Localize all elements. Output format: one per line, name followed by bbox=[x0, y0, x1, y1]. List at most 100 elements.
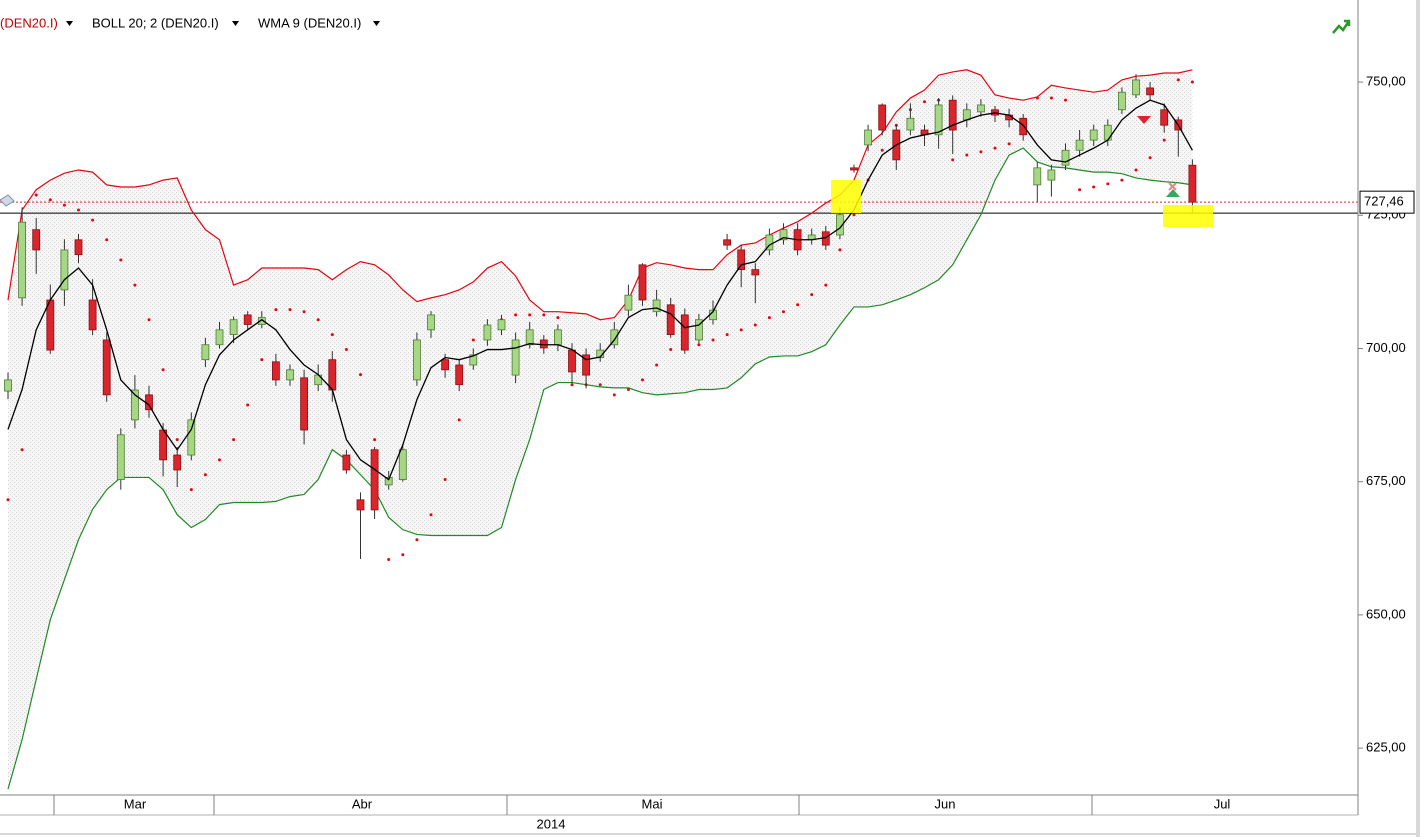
sar-dot bbox=[119, 258, 123, 262]
buy-signal bbox=[1166, 189, 1180, 197]
highlight-box bbox=[1163, 205, 1213, 227]
candle-body bbox=[187, 419, 196, 456]
candle-body bbox=[102, 339, 111, 396]
candle-body bbox=[554, 329, 562, 346]
wma-line bbox=[7, 99, 1193, 481]
sar-dot bbox=[6, 498, 10, 502]
sar-dot bbox=[457, 418, 461, 422]
sar-dot bbox=[782, 310, 785, 314]
candle-body bbox=[610, 329, 619, 346]
candle-body bbox=[356, 499, 365, 511]
sar-dot bbox=[1064, 98, 1067, 102]
sar-dot bbox=[810, 293, 814, 297]
sar-dot bbox=[1035, 96, 1039, 100]
x-tick-label: Jun bbox=[935, 796, 956, 811]
candle-body bbox=[864, 129, 872, 146]
candle-body bbox=[286, 369, 294, 381]
sar-dot bbox=[528, 313, 532, 317]
sar-dot bbox=[824, 283, 828, 287]
candle-body bbox=[511, 339, 520, 376]
sar-dot bbox=[415, 538, 419, 542]
sar-dot bbox=[753, 323, 757, 327]
sar-dot bbox=[77, 208, 80, 212]
sar-dot bbox=[1106, 182, 1110, 186]
candle-body bbox=[130, 389, 139, 421]
candle-body bbox=[624, 294, 633, 311]
sar-dot bbox=[34, 193, 38, 197]
sar-dot bbox=[246, 403, 250, 407]
candle-body bbox=[850, 167, 858, 171]
sar-dot bbox=[965, 153, 969, 157]
sar-dot bbox=[1148, 156, 1152, 160]
candle-body bbox=[483, 324, 492, 341]
sar-dot bbox=[302, 310, 306, 314]
candle-body bbox=[271, 361, 280, 381]
candle-body bbox=[215, 329, 224, 346]
candle-body bbox=[243, 314, 252, 325]
sar-dot bbox=[443, 478, 447, 482]
candle-body bbox=[4, 379, 12, 392]
indicator-label[interactable]: WMA 9 (DEN20.I) bbox=[258, 15, 361, 30]
candle-body bbox=[638, 264, 647, 301]
candle-body bbox=[18, 221, 27, 299]
candle-body bbox=[737, 249, 746, 271]
bollinger-upper bbox=[7, 69, 1193, 321]
y-tick-label: 650,00 bbox=[1366, 606, 1406, 621]
candle-body bbox=[652, 299, 661, 313]
sar-dot bbox=[218, 458, 221, 462]
instrument-label[interactable]: (DEN20.I) bbox=[0, 15, 58, 30]
sar-dot bbox=[993, 146, 997, 150]
sar-dot bbox=[796, 303, 800, 307]
sar-dot bbox=[669, 348, 673, 352]
sar-dot bbox=[189, 488, 193, 492]
dropdown-arrow[interactable] bbox=[66, 21, 73, 26]
candle-body bbox=[779, 229, 788, 241]
candle-body bbox=[695, 319, 703, 341]
candle-body bbox=[1188, 164, 1197, 203]
sar-dot bbox=[147, 318, 151, 322]
trend-icon[interactable] bbox=[1332, 19, 1351, 34]
indicator-label[interactable]: BOLL 20; 2 (DEN20.I) bbox=[92, 15, 219, 30]
candle-body bbox=[1075, 139, 1084, 151]
candle-body bbox=[1132, 79, 1140, 96]
bollinger-lower bbox=[7, 147, 1193, 790]
candle-body bbox=[412, 339, 421, 381]
sar-dot bbox=[232, 438, 236, 442]
candle-body bbox=[878, 104, 887, 131]
candle-body bbox=[906, 117, 915, 131]
drawing-tool-icon[interactable] bbox=[0, 194, 15, 207]
window-border bbox=[1416, 0, 1420, 837]
sar-dot bbox=[387, 557, 391, 561]
sar-dot bbox=[951, 158, 955, 162]
sar-dot bbox=[62, 203, 66, 207]
price-label-text: 727,46 bbox=[1364, 194, 1404, 209]
sar-dot bbox=[316, 318, 320, 322]
candle-body bbox=[32, 229, 41, 251]
y-tick-label: 750,00 bbox=[1366, 73, 1406, 88]
price-label: 727,46 bbox=[1359, 190, 1415, 214]
sar-dot bbox=[838, 248, 842, 252]
sar-dot bbox=[852, 213, 856, 217]
highlight-box bbox=[831, 180, 861, 213]
candle-body bbox=[568, 349, 576, 373]
sar-dot bbox=[598, 383, 602, 387]
dropdown-arrow[interactable] bbox=[373, 21, 380, 26]
candle-body bbox=[469, 354, 478, 366]
sar-dot bbox=[979, 150, 983, 154]
candle-body bbox=[836, 214, 844, 236]
candle-body bbox=[765, 234, 774, 251]
sar-dot bbox=[739, 328, 743, 332]
candle-body bbox=[1103, 124, 1112, 141]
sar-dot bbox=[1007, 142, 1011, 146]
candle-body bbox=[1047, 169, 1056, 181]
candle-body bbox=[201, 344, 210, 361]
candle-body bbox=[525, 329, 534, 346]
candle-body bbox=[384, 477, 393, 486]
sar-dot bbox=[1092, 185, 1096, 189]
x-tick-label: Mai bbox=[642, 796, 663, 811]
dropdown-arrow[interactable] bbox=[232, 21, 239, 26]
y-tick-label: 625,00 bbox=[1366, 740, 1406, 755]
sar-dot bbox=[542, 313, 546, 317]
candle-body bbox=[1061, 149, 1070, 166]
